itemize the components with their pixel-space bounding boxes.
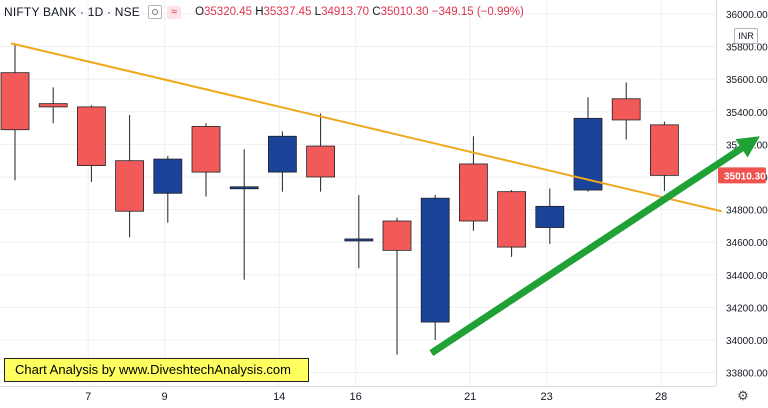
candle-body xyxy=(115,160,144,212)
chart-header: NIFTY BANK · 1D · NSE ≈ O35320.45 H35337… xyxy=(4,3,524,21)
currency-badge[interactable]: INR xyxy=(734,28,758,44)
y-tick-label: 36000.00 xyxy=(726,10,768,21)
candle-body xyxy=(191,126,221,173)
chart-grid xyxy=(0,0,716,386)
x-tick-label: 23 xyxy=(540,391,552,403)
resistance-trendline xyxy=(10,42,722,213)
x-tick-label: 9 xyxy=(162,391,168,403)
y-tick-label: 35800.00 xyxy=(726,43,768,54)
close-label: C xyxy=(372,6,381,18)
ohlc-readout: O35320.45 H35337.45 L34913.70 C35010.30 … xyxy=(195,6,524,18)
candle-body xyxy=(420,197,450,323)
y-tick-label: 34600.00 xyxy=(726,238,768,249)
y-tick-label: 34200.00 xyxy=(726,303,768,314)
price-scale-bg xyxy=(716,0,768,408)
y-tick-label: 35600.00 xyxy=(726,75,768,86)
uptrend-arrow-head xyxy=(735,136,760,158)
y-tick-label: 34400.00 xyxy=(726,271,768,282)
candle-body xyxy=(38,103,68,108)
candle-body xyxy=(344,238,374,242)
high-value: 35337.45 xyxy=(263,6,312,18)
candle-body xyxy=(458,163,488,222)
candle-body xyxy=(306,145,336,178)
candle-body xyxy=(267,135,297,173)
uptrend-arrow-shaft xyxy=(429,145,744,356)
candle-body xyxy=(0,72,30,131)
candle-body xyxy=(229,186,259,190)
x-tick-label: 21 xyxy=(464,391,476,403)
candle-body xyxy=(153,158,183,194)
x-tick-label: 7 xyxy=(85,391,91,403)
x-tick-label: 28 xyxy=(655,391,667,403)
open-value: 35320.45 xyxy=(204,6,252,18)
candle-body xyxy=(382,220,412,251)
low-value: 34913.70 xyxy=(321,6,370,18)
compare-icon[interactable]: ≈ xyxy=(167,5,182,19)
candle-body xyxy=(497,191,527,248)
candle-body xyxy=(535,205,565,228)
last-price-tag xyxy=(718,167,766,184)
y-tick-label: 35400.00 xyxy=(726,108,768,119)
symbol-title[interactable]: NIFTY BANK · 1D · NSE xyxy=(4,5,141,19)
x-axis: 7 9 14 16 21 23 28 xyxy=(0,386,716,403)
candles-series xyxy=(0,43,679,355)
change-value: −349.15 (−0.99%) xyxy=(431,6,524,18)
last-price-label: 35010.30 xyxy=(724,171,766,182)
y-tick-label: 33800.00 xyxy=(726,369,768,380)
low-label: L xyxy=(314,6,322,18)
candle-body xyxy=(77,106,106,166)
drawing-overlays xyxy=(10,42,760,356)
close-value: 35010.30 xyxy=(380,6,429,18)
x-tick-label: 16 xyxy=(349,391,361,403)
watermark-banner: Chart Analysis by www.DiveshtechAnalysis… xyxy=(4,358,309,382)
y-axis: 33800.00 34000.00 34200.00 34400.00 34600.00… xyxy=(716,0,768,408)
open-label: O xyxy=(195,6,205,18)
settings-gear-icon[interactable]: ⚙ xyxy=(737,388,749,403)
y-tick-label: 34800.00 xyxy=(726,206,768,217)
candle-body xyxy=(650,124,679,176)
candle-body xyxy=(611,98,641,121)
x-tick-label: 14 xyxy=(273,391,285,403)
high-label: H xyxy=(255,6,264,18)
eye-icon[interactable] xyxy=(148,5,163,19)
y-tick-label: 34000.00 xyxy=(726,336,768,347)
